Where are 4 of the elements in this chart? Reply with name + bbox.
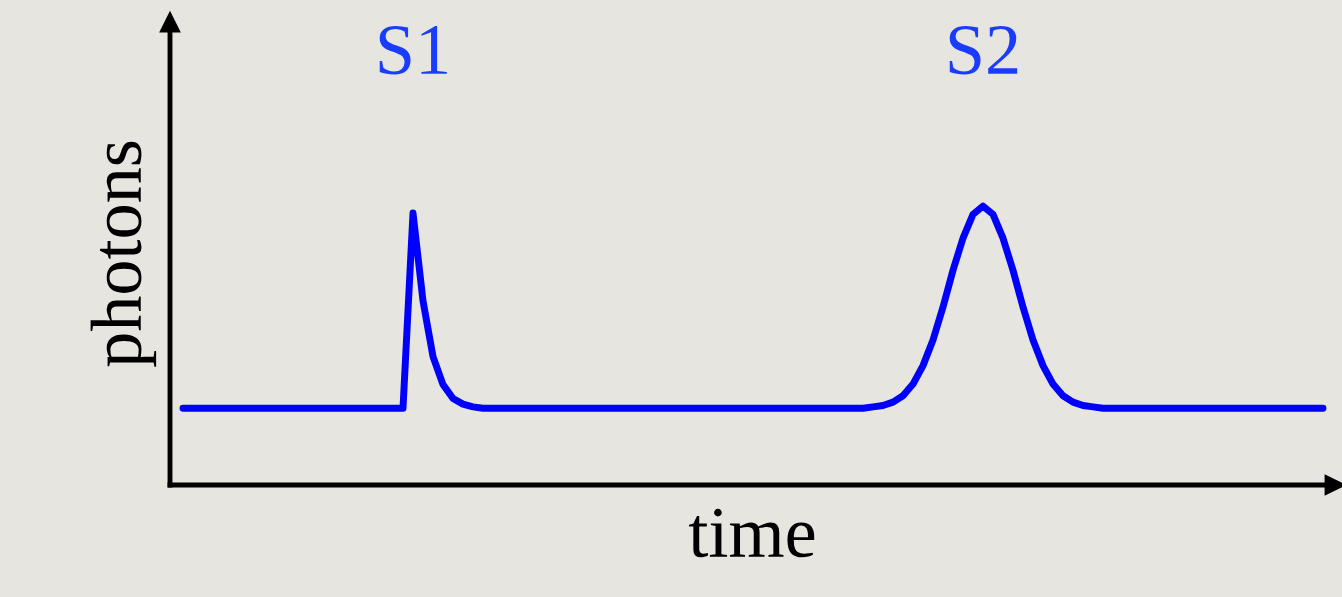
y-axis-title: photons (90, 141, 157, 367)
text: S2 (949, 25, 1018, 75)
x-axis-title: time (689, 508, 815, 558)
text: S1 (379, 25, 447, 75)
